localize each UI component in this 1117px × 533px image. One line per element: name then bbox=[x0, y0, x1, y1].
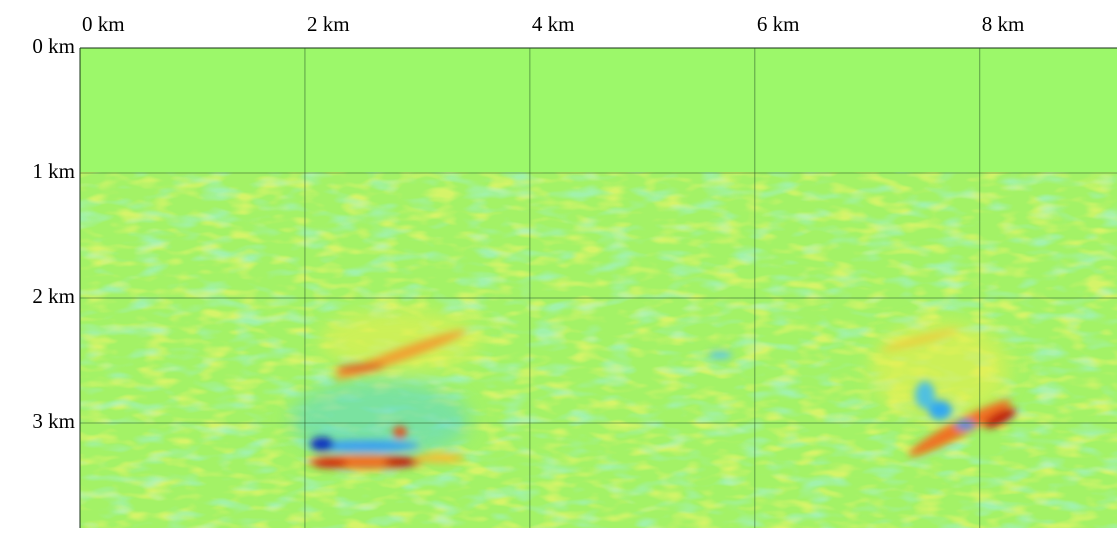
x-tick-label: 8 km bbox=[982, 12, 1025, 36]
x-tick-label: 6 km bbox=[757, 12, 800, 36]
y-tick-label: 1 km bbox=[32, 159, 75, 183]
chart: 0 km 2 km 4 km 6 km 8 km 0 km 1 km 2 km 3 km bbox=[0, 0, 1117, 528]
y-tick-label: 0 km bbox=[32, 34, 75, 58]
y-tick-label: 2 km bbox=[32, 284, 75, 308]
seismic-image bbox=[80, 48, 1117, 528]
x-tick-label: 0 km bbox=[82, 12, 125, 36]
y-tick-label: 3 km bbox=[32, 409, 75, 433]
x-tick-label: 2 km bbox=[307, 12, 350, 36]
x-tick-label: 4 km bbox=[532, 12, 575, 36]
